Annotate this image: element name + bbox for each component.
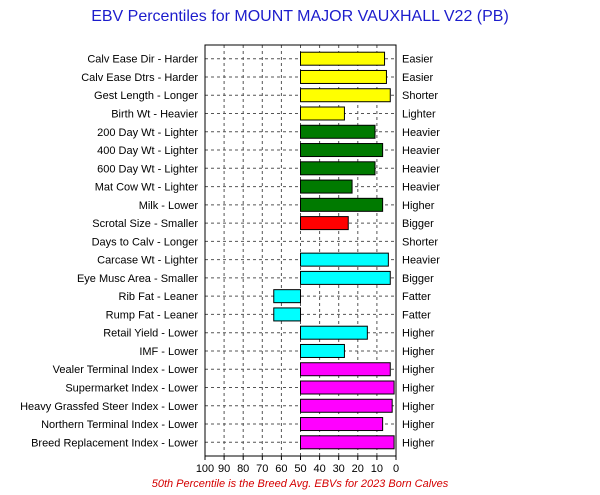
trait-label: 400 Day Wt - Lighter: [97, 145, 198, 157]
trait-label: IMF - Lower: [139, 346, 198, 358]
favourable-label: Shorter: [402, 90, 438, 102]
chart-footnote: 50th Percentile is the Breed Avg. EBVs f…: [152, 478, 449, 490]
favourable-label: Higher: [402, 364, 435, 376]
trait-label: 600 Day Wt - Lighter: [97, 163, 198, 175]
trait-label: 200 Day Wt - Lighter: [97, 127, 198, 139]
trait-label: Rib Fat - Leaner: [119, 291, 199, 303]
trait-label: Calv Ease Dtrs - Harder: [81, 72, 198, 84]
bar: [300, 197, 384, 212]
favourable-label: Higher: [402, 419, 435, 431]
favourable-label: Shorter: [402, 236, 438, 248]
favourable-label: Heavier: [402, 163, 440, 175]
chart-title: EBV Percentiles for MOUNT MAJOR VAUXHALL…: [91, 8, 509, 25]
trait-label: Days to Calv - Longer: [92, 236, 199, 248]
x-tick-label: 10: [371, 463, 383, 475]
x-tick-label: 90: [218, 463, 230, 475]
bar: [300, 51, 386, 66]
x-tick-label: 60: [275, 463, 287, 475]
trait-label: Heavy Grassfed Steer Index - Lower: [20, 401, 198, 413]
trait-label: Retail Yield - Lower: [103, 328, 198, 340]
favourable-label: Higher: [402, 346, 435, 358]
favourable-label: Higher: [402, 437, 435, 449]
favourable-label: Bigger: [402, 218, 434, 230]
bar: [300, 435, 395, 450]
x-tick-label: 30: [333, 463, 345, 475]
bar: [300, 325, 368, 340]
bar: [300, 417, 384, 432]
trait-label: Rump Fat - Leaner: [106, 309, 199, 321]
favourable-label: Fatter: [402, 309, 431, 321]
trait-label: Carcase Wt - Lighter: [97, 255, 198, 267]
bar: [300, 69, 387, 84]
bar: [300, 380, 395, 395]
bar: [300, 179, 353, 194]
x-tick-label: 100: [196, 463, 214, 475]
x-tick-label: 70: [256, 463, 268, 475]
bar: [300, 124, 376, 139]
bar: [300, 270, 391, 285]
x-tick-label: 20: [352, 463, 364, 475]
trait-label: Mat Cow Wt - Lighter: [95, 182, 199, 194]
bar: [300, 362, 391, 377]
trait-label: Breed Replacement Index - Lower: [31, 437, 198, 449]
x-axis-ticks: 100 90 80 70 60 50 40 30 20 10 0: [196, 456, 399, 475]
trait-label: Northern Terminal Index - Lower: [41, 419, 198, 431]
favourable-direction-labels: Easier Easier Shorter Lighter Heavier Heavier…: [402, 54, 440, 450]
bar: [273, 307, 302, 322]
trait-label: Supermarket Index - Lower: [65, 383, 198, 395]
bar: [300, 398, 393, 413]
favourable-label: Easier: [402, 54, 434, 66]
x-tick-label: 50: [294, 463, 306, 475]
trait-label: Vealer Terminal Index - Lower: [53, 364, 199, 376]
x-tick-label: 40: [313, 463, 325, 475]
bar: [300, 343, 345, 358]
bar: [273, 289, 302, 304]
trait-label: Milk - Lower: [139, 200, 199, 212]
bar: [300, 161, 376, 176]
favourable-label: Heavier: [402, 255, 440, 267]
favourable-label: Heavier: [402, 127, 440, 139]
x-tick-label: 80: [237, 463, 249, 475]
favourable-label: Fatter: [402, 291, 431, 303]
x-tick-label: 0: [393, 463, 399, 475]
trait-label: Calv Ease Dir - Harder: [87, 54, 198, 66]
trait-label: Eye Musc Area - Smaller: [77, 273, 198, 285]
trait-labels: Calv Ease Dir - Harder Calv Ease Dtrs - H…: [20, 54, 198, 450]
favourable-label: Higher: [402, 328, 435, 340]
favourable-label: Easier: [402, 72, 434, 84]
bar: [300, 106, 345, 121]
favourable-label: Bigger: [402, 273, 434, 285]
bar: [300, 88, 391, 103]
favourable-label: Higher: [402, 200, 435, 212]
bar: [300, 252, 389, 267]
bars: [273, 51, 395, 450]
trait-label: Birth Wt - Heavier: [111, 109, 198, 121]
favourable-label: Higher: [402, 401, 435, 413]
favourable-label: Heavier: [402, 182, 440, 194]
bar: [300, 143, 384, 158]
favourable-label: Lighter: [402, 109, 436, 121]
favourable-label: Higher: [402, 383, 435, 395]
favourable-label: Heavier: [402, 145, 440, 157]
bar: [300, 216, 349, 231]
trait-label: Scrotal Size - Smaller: [92, 218, 198, 230]
trait-label: Gest Length - Longer: [94, 90, 198, 102]
